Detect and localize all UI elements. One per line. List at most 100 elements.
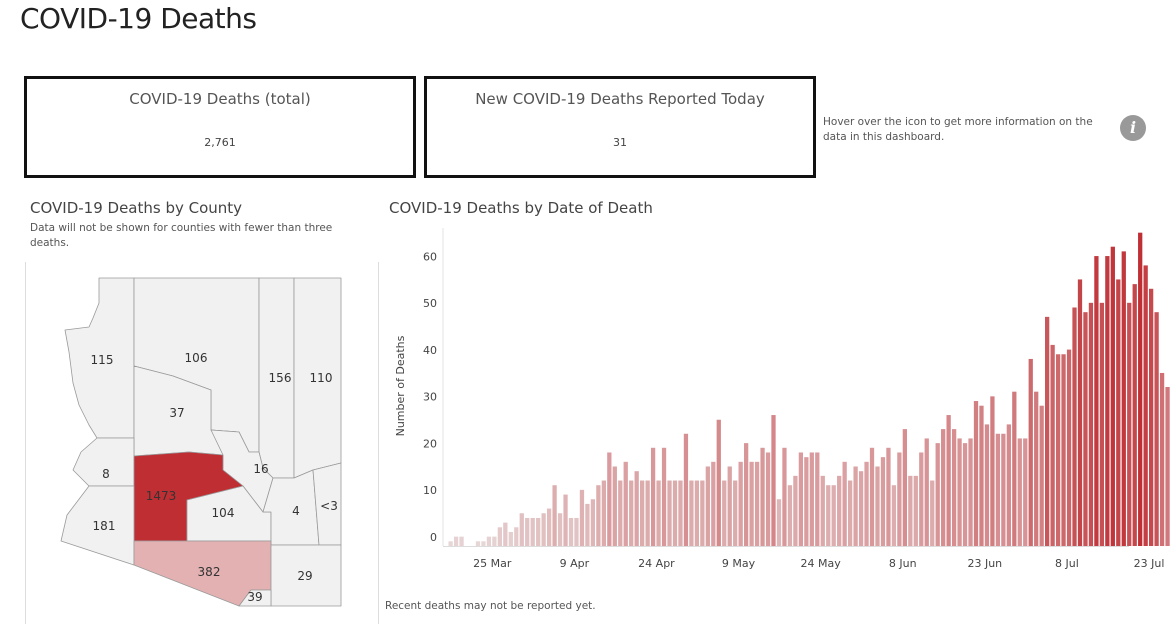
bar[interactable] [973, 401, 979, 546]
bar[interactable] [1050, 344, 1055, 546]
bar[interactable] [1061, 354, 1066, 546]
bar[interactable] [1028, 358, 1033, 546]
bar[interactable] [1165, 387, 1170, 546]
bar[interactable] [536, 517, 541, 546]
bar[interactable] [935, 443, 940, 546]
bar[interactable] [837, 475, 842, 546]
bar[interactable] [798, 452, 804, 546]
bar[interactable] [634, 471, 639, 546]
bar[interactable] [1121, 251, 1126, 546]
county-yuma[interactable] [60, 485, 135, 566]
bar[interactable] [727, 466, 732, 547]
bar[interactable] [1154, 312, 1159, 546]
bar[interactable] [1094, 256, 1099, 546]
bar[interactable] [831, 485, 836, 546]
bar[interactable] [656, 480, 661, 546]
bar[interactable] [733, 480, 738, 546]
bar[interactable] [574, 517, 579, 546]
bar[interactable] [640, 480, 645, 546]
bar[interactable] [722, 480, 727, 546]
bar[interactable] [541, 513, 546, 546]
bar[interactable] [886, 447, 891, 546]
bar[interactable] [782, 447, 787, 546]
bar[interactable] [793, 475, 798, 546]
bar[interactable] [492, 536, 497, 546]
bar[interactable] [869, 447, 875, 546]
bar[interactable] [995, 433, 1001, 546]
bar[interactable] [481, 541, 486, 546]
bar[interactable] [672, 480, 678, 546]
bar[interactable] [1055, 354, 1061, 546]
bar[interactable] [525, 517, 530, 546]
bar[interactable] [754, 461, 760, 546]
bar[interactable] [804, 457, 809, 546]
bar[interactable] [1001, 433, 1006, 546]
bar[interactable] [1034, 391, 1039, 546]
bar[interactable] [1023, 438, 1028, 546]
bar[interactable] [1132, 284, 1137, 546]
bar[interactable] [519, 513, 524, 546]
bar[interactable] [897, 452, 902, 546]
bar[interactable] [941, 429, 946, 546]
bar[interactable] [503, 522, 508, 546]
bar[interactable] [1039, 405, 1044, 546]
bar[interactable] [607, 452, 612, 546]
bar[interactable] [700, 480, 705, 546]
bar[interactable] [683, 433, 689, 546]
bar[interactable] [771, 415, 776, 546]
bar[interactable] [705, 466, 710, 547]
bar[interactable] [596, 485, 601, 546]
bar[interactable] [508, 531, 513, 546]
bar[interactable] [919, 452, 924, 546]
bar[interactable] [1099, 302, 1105, 546]
bar[interactable] [1083, 312, 1088, 546]
bar[interactable] [968, 438, 973, 546]
bar[interactable] [749, 461, 754, 546]
bar[interactable] [667, 480, 672, 546]
info-icon[interactable]: i [1120, 115, 1146, 141]
bar[interactable] [546, 508, 552, 546]
bar[interactable] [486, 536, 492, 546]
bar[interactable] [765, 452, 771, 546]
bar[interactable] [984, 424, 990, 546]
bar[interactable] [738, 461, 743, 546]
bar[interactable] [585, 503, 590, 546]
bar[interactable] [902, 429, 907, 546]
bar[interactable] [552, 485, 557, 546]
bar[interactable] [612, 466, 617, 547]
bar[interactable] [1066, 349, 1072, 546]
bar[interactable] [826, 485, 831, 546]
bar[interactable] [875, 466, 880, 547]
bar[interactable] [1143, 265, 1148, 546]
bar[interactable] [694, 480, 700, 546]
bar[interactable] [820, 475, 825, 546]
bar[interactable] [629, 480, 634, 546]
bar[interactable] [957, 438, 962, 546]
bar[interactable] [557, 513, 563, 546]
bar[interactable] [453, 536, 459, 546]
bar[interactable] [809, 452, 814, 546]
bar[interactable] [514, 527, 519, 546]
bar[interactable] [563, 494, 568, 546]
bar[interactable] [760, 447, 765, 546]
bar[interactable] [946, 415, 951, 546]
bar[interactable] [1116, 279, 1121, 546]
bar[interactable] [618, 480, 623, 546]
bar[interactable] [568, 517, 574, 546]
bar[interactable] [913, 475, 918, 546]
bar[interactable] [1045, 316, 1050, 546]
bar[interactable] [601, 480, 606, 546]
bar[interactable] [930, 480, 935, 546]
bar[interactable] [979, 405, 984, 546]
bar[interactable] [880, 457, 886, 546]
bar[interactable] [1077, 279, 1083, 546]
bar[interactable] [590, 499, 596, 546]
bar[interactable] [787, 485, 793, 546]
bar[interactable] [924, 438, 929, 546]
bar[interactable] [842, 461, 847, 546]
bar[interactable] [475, 541, 481, 546]
bar[interactable] [530, 517, 535, 546]
bar[interactable] [645, 480, 650, 546]
bar[interactable] [579, 489, 585, 546]
bar[interactable] [891, 485, 897, 546]
